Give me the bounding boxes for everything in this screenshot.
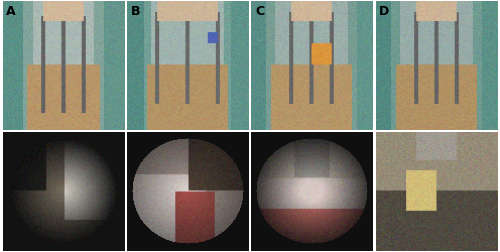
Text: D: D [380, 5, 390, 18]
Text: B: B [130, 5, 140, 18]
Text: A: A [6, 5, 16, 18]
Text: C: C [255, 5, 264, 18]
